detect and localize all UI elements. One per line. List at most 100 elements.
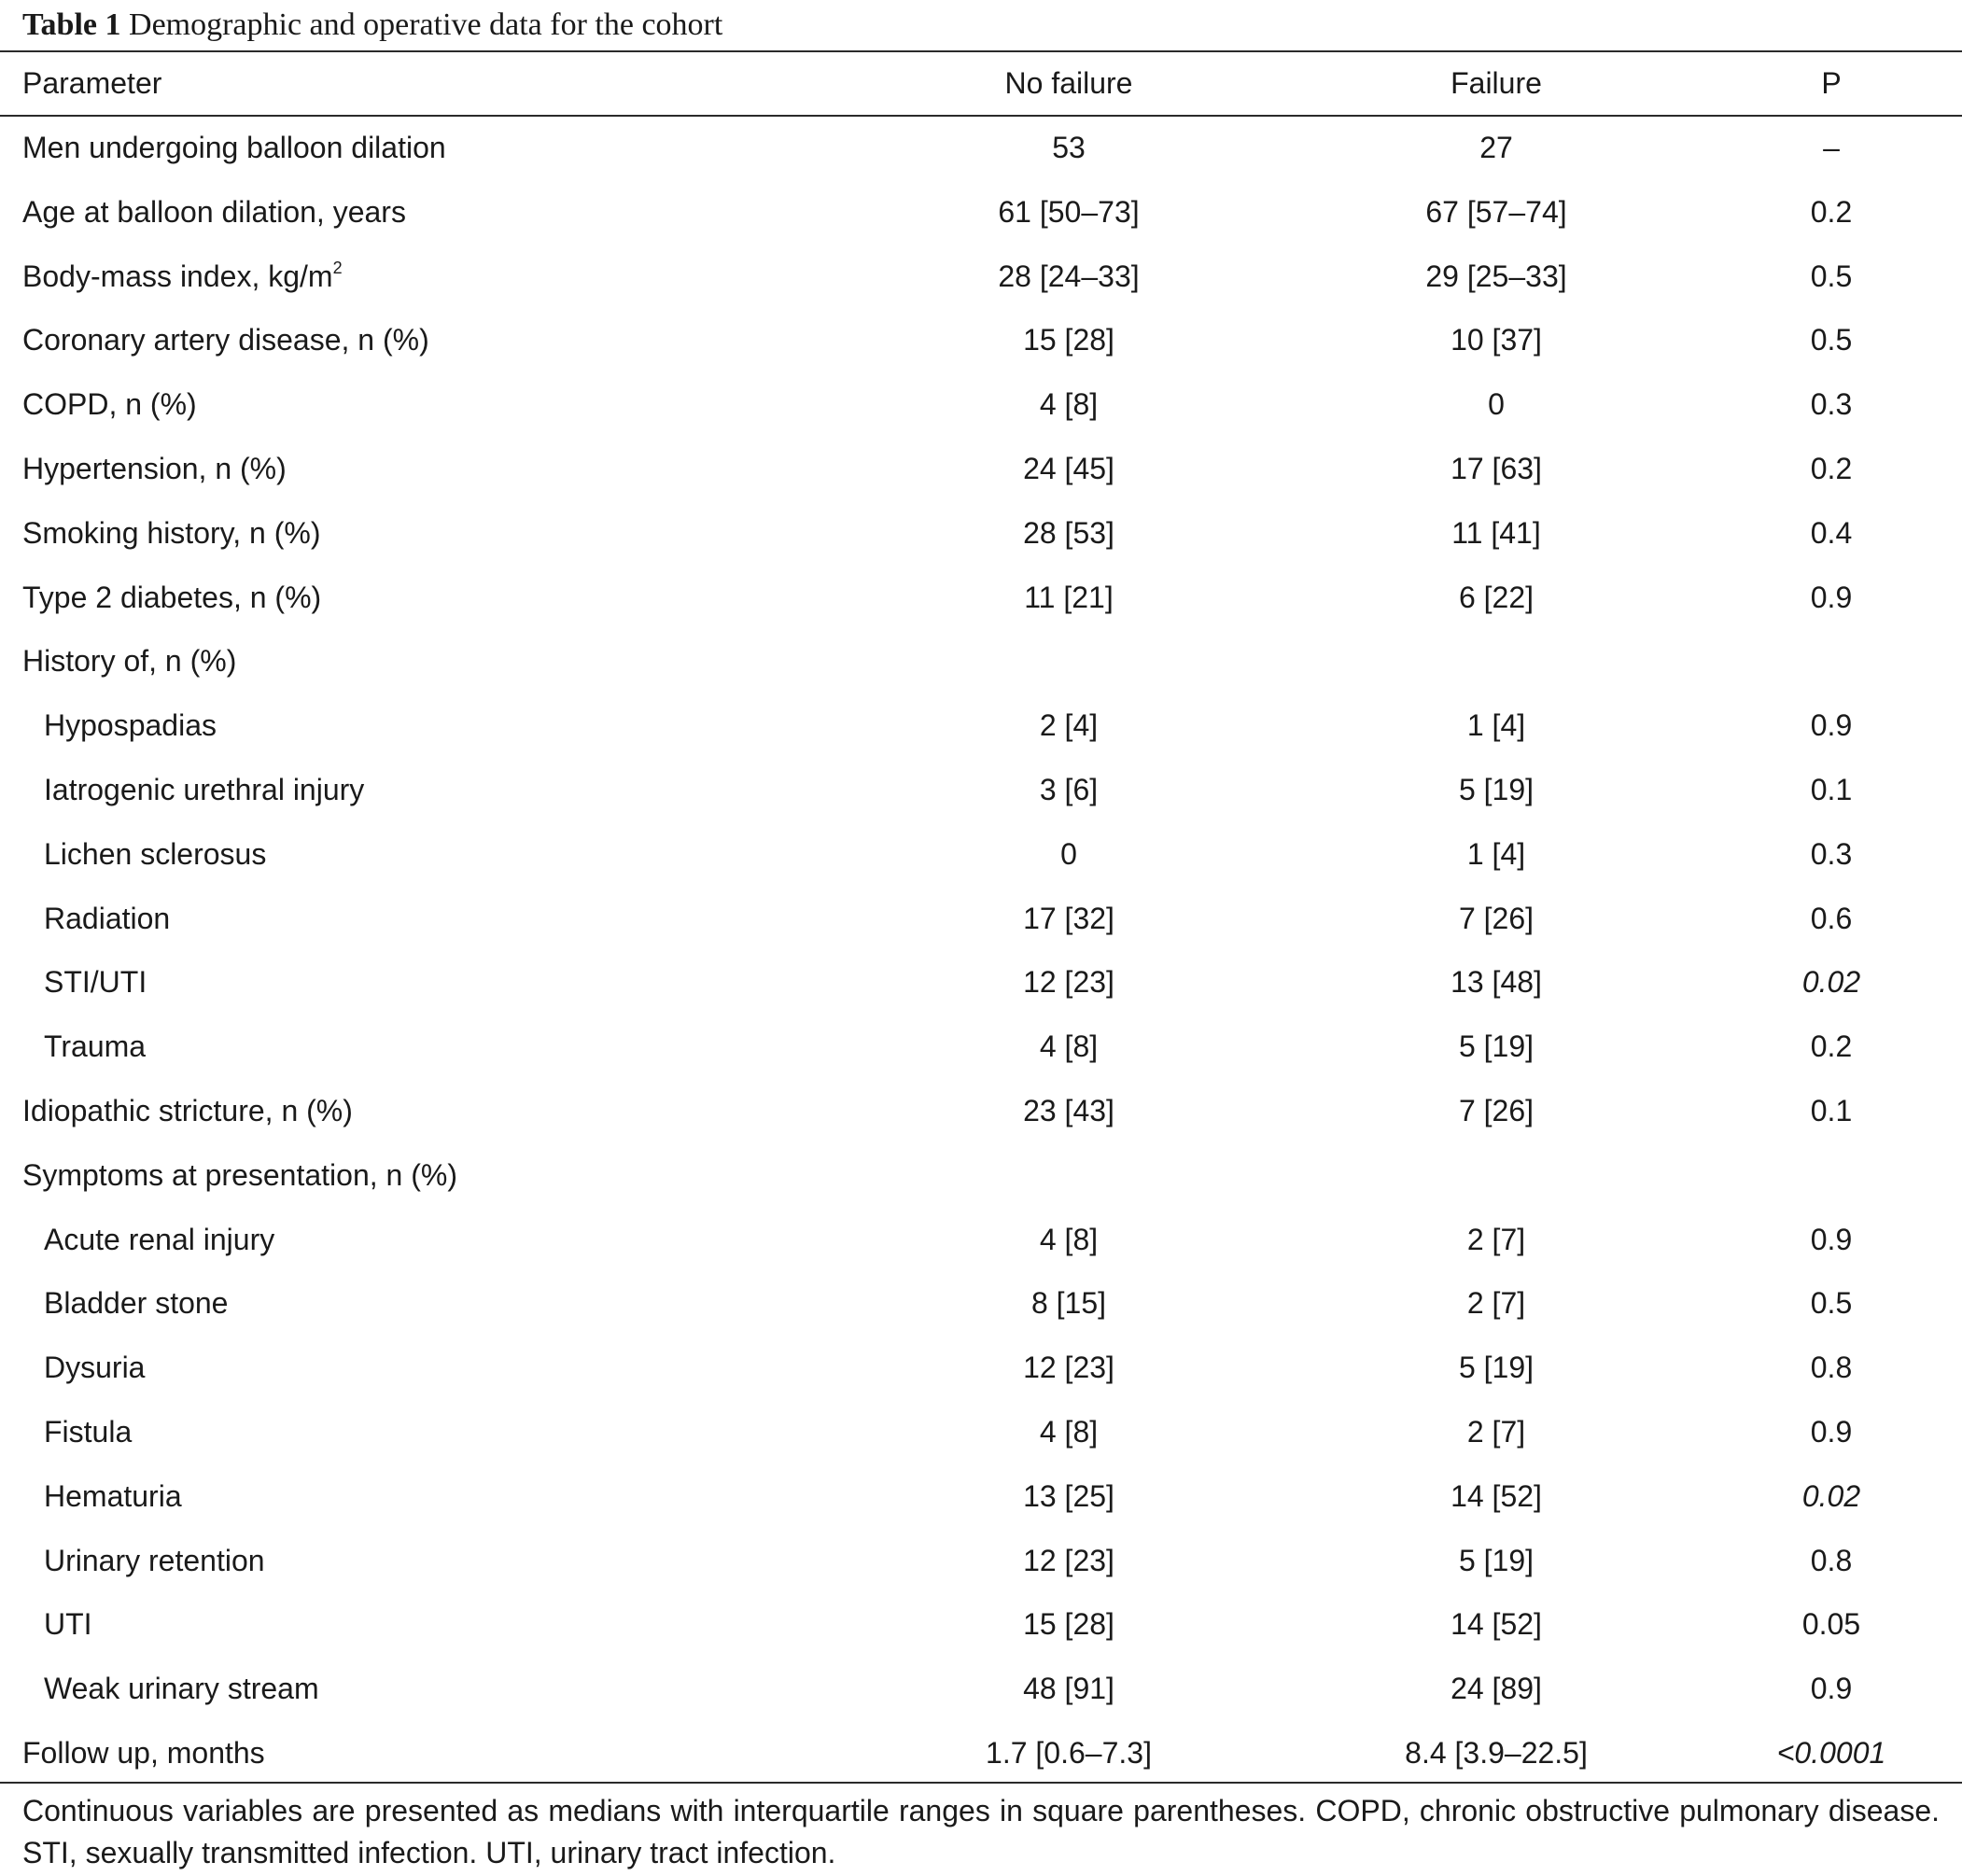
cell-p-value: 0.9 <box>1810 1672 1853 1706</box>
cell-parameter: COPD, n (%) <box>22 372 197 437</box>
table-row: Fistula 4 [8] 2 [7] 0.9 <box>0 1400 1962 1464</box>
cell-no-failure: 4 [8] <box>1039 1222 1099 1256</box>
parameter-text: Fistula <box>44 1415 133 1449</box>
table-row: Follow up, months 1.7 [0.6–7.3] 8.4 [3.9–2… <box>0 1721 1962 1785</box>
cell-parameter: Iatrogenic urethral injury <box>44 758 364 822</box>
cell-failure: 17 [63] <box>1450 452 1542 485</box>
cell-parameter: Fistula <box>44 1400 132 1464</box>
cell-parameter: Follow up, months <box>22 1721 265 1785</box>
cell-p-value: 0.02 <box>1801 965 1861 1000</box>
parameter-text: Weak urinary stream <box>44 1672 319 1706</box>
table-row: Hypertension, n (%) 24 [45] 17 [63] 0.2 <box>0 437 1962 501</box>
cell-p-value: 0.9 <box>1810 1222 1853 1256</box>
cell-no-failure: 8 [15] <box>1030 1286 1107 1321</box>
parameter-text: STI/UTI <box>44 965 147 1000</box>
cell-p-value: 0.2 <box>1810 1029 1853 1064</box>
cell-parameter: Men undergoing balloon dilation <box>22 116 446 180</box>
cell-p-value: <0.0001 <box>1776 1736 1886 1770</box>
cell-no-failure: 61 [50–73] <box>998 194 1140 229</box>
table-row: Bladder stone 8 [15] 2 [7] 0.5 <box>0 1271 1962 1336</box>
cell-failure: 8.4 [3.9–22.5] <box>1405 1736 1588 1770</box>
cell-p-value: 0.2 <box>1810 194 1853 229</box>
table-footnote: Continuous variables are presented as me… <box>22 1794 1940 1869</box>
cell-failure: 1 [4] <box>1466 708 1526 743</box>
bottom-rule <box>0 1782 1962 1784</box>
parameter-text: Symptoms at presentation, n (%) <box>22 1157 457 1192</box>
cell-failure: 2 [7] <box>1466 1222 1526 1256</box>
table-row: Urinary retention 12 [23] 5 [19] 0.8 <box>0 1529 1962 1593</box>
cell-parameter: Urinary retention <box>44 1529 265 1593</box>
parameter-text: COPD, n (%) <box>22 387 197 422</box>
table-row: Iatrogenic urethral injury 3 [6] 5 [19] 0.1 <box>0 758 1962 822</box>
parameter-text: Radiation <box>44 901 171 935</box>
header-failure: Failure <box>1450 66 1542 100</box>
cell-no-failure: 48 [91] <box>1023 1672 1114 1706</box>
cell-no-failure: 0 <box>1060 836 1077 871</box>
table-row: UTI 15 [28] 14 [52] 0.05 <box>0 1592 1962 1657</box>
cell-no-failure: 4 [8] <box>1039 1029 1099 1064</box>
table-row: Idiopathic stricture, n (%) 23 [43] 7 [26]… <box>0 1079 1962 1143</box>
cell-failure: 0 <box>1488 387 1505 422</box>
parameter-text: Follow up, months <box>22 1736 265 1770</box>
cell-failure: 27 <box>1479 131 1513 164</box>
table-row: Symptoms at presentation, n (%) <box>0 1143 1962 1208</box>
cell-failure: 5 [19] <box>1458 773 1535 806</box>
cell-p-value: 0.9 <box>1810 580 1853 614</box>
cell-failure: 6 [22] <box>1458 580 1535 614</box>
cell-p-value: 0.3 <box>1810 836 1853 871</box>
cell-no-failure: 11 [21] <box>1024 580 1114 614</box>
cell-no-failure: 4 [8] <box>1039 387 1099 422</box>
table-row: Age at balloon dilation, years 61 [50–73]… <box>0 180 1962 245</box>
cell-p-value: 0.2 <box>1810 452 1853 485</box>
table-row: Coronary artery disease, n (%) 15 [28] 10 … <box>0 308 1962 372</box>
cell-no-failure: 1.7 [0.6–7.3] <box>986 1736 1152 1770</box>
table-row: Weak urinary stream 48 [91] 24 [89] 0.9 <box>0 1657 1962 1721</box>
table-row: COPD, n (%) 4 [8] 0 0.3 <box>0 372 1962 437</box>
cell-p-value: 0.5 <box>1810 1286 1853 1321</box>
cell-p-value: 0.02 <box>1801 1478 1861 1513</box>
cell-failure: 67 [57–74] <box>1425 194 1567 229</box>
table-row: Type 2 diabetes, n (%) 11 [21] 6 [22] 0.9 <box>0 566 1962 630</box>
table-row: Body-mass index, kg/m2 28 [24–33] 29 [25–3… <box>0 245 1962 309</box>
cell-failure: 7 [26] <box>1458 1094 1535 1127</box>
table-row: Smoking history, n (%) 28 [53] 11 [41] 0.4 <box>0 501 1962 566</box>
table-row: Acute renal injury 4 [8] 2 [7] 0.9 <box>0 1208 1962 1272</box>
parameter-text: Smoking history, n (%) <box>22 515 321 550</box>
table-row: Radiation 17 [32] 7 [26] 0.6 <box>0 887 1962 951</box>
parameter-text: Lichen sclerosus <box>44 836 267 871</box>
cell-failure: 14 [52] <box>1450 1607 1542 1642</box>
header-no-failure: No failure <box>1004 66 1133 100</box>
cell-failure: 7 [26] <box>1458 901 1535 935</box>
table-row: Men undergoing balloon dilation 53 27 – <box>0 116 1962 180</box>
cell-no-failure: 12 [23] <box>1023 1351 1114 1385</box>
table-title: Demographic and operative data for the c… <box>129 7 723 42</box>
cell-parameter: Hypertension, n (%) <box>22 437 287 501</box>
table-row: STI/UTI 12 [23] 13 [48] 0.02 <box>0 950 1962 1015</box>
cell-parameter: History of, n (%) <box>22 629 236 693</box>
cell-parameter: Weak urinary stream <box>44 1657 319 1721</box>
cell-p-value: – <box>1823 131 1840 164</box>
table-label: Table 1 <box>22 7 121 42</box>
cell-parameter: Acute renal injury <box>44 1208 274 1272</box>
parameter-text: History of, n (%) <box>22 644 237 679</box>
cell-failure: 13 [48] <box>1450 965 1542 1000</box>
header-p: P <box>1821 66 1842 100</box>
parameter-text: Trauma <box>44 1029 147 1064</box>
cell-parameter: Hematuria <box>44 1464 182 1529</box>
cell-no-failure: 12 [23] <box>1023 965 1114 1000</box>
cell-p-value: 0.1 <box>1810 1094 1853 1127</box>
cell-failure: 5 [19] <box>1458 1029 1535 1064</box>
cell-parameter: UTI <box>44 1592 92 1657</box>
cell-parameter: STI/UTI <box>44 950 147 1015</box>
cell-no-failure: 53 <box>1052 131 1086 164</box>
parameter-text: Coronary artery disease, n (%) <box>22 323 429 357</box>
cell-parameter: Radiation <box>44 887 170 951</box>
cell-p-value: 0.5 <box>1810 259 1853 293</box>
parameter-text: Idiopathic stricture, n (%) <box>22 1094 353 1127</box>
parameter-text: Hypertension, n (%) <box>22 452 287 485</box>
cell-failure: 29 [25–33] <box>1425 259 1567 293</box>
cell-failure: 5 [19] <box>1458 1351 1535 1385</box>
cell-p-value: 0.3 <box>1810 387 1853 422</box>
cell-failure: 2 [7] <box>1466 1286 1526 1321</box>
cell-p-value: 0.05 <box>1801 1607 1861 1642</box>
